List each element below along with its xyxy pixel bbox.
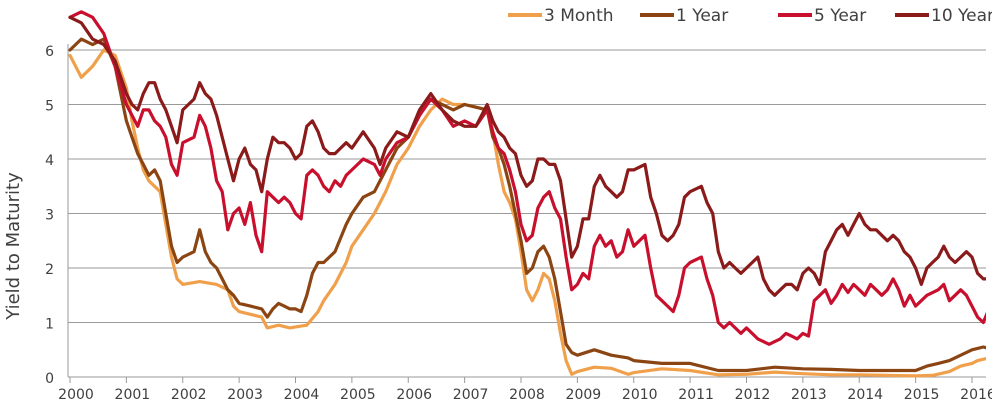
series-line-3-month xyxy=(68,48,986,378)
x-tick-label: 2015 xyxy=(904,387,940,403)
y-axis-title: Yield to Maturity xyxy=(3,172,24,321)
x-tick-label: 2003 xyxy=(227,387,263,403)
x-tick-label: 2010 xyxy=(622,387,658,403)
x-tick-label: 2006 xyxy=(396,387,432,403)
y-tick-label: 4 xyxy=(45,153,54,169)
y-tick-label: 0 xyxy=(45,371,54,387)
series-lines xyxy=(68,10,986,378)
legend-label: 1 Year xyxy=(676,6,728,26)
y-tick-label: 6 xyxy=(45,44,54,60)
legend: 3 Month 1 Year 5 Year 10 Year xyxy=(508,6,992,26)
x-tick-label: 2008 xyxy=(509,387,545,403)
x-tick-label: 2004 xyxy=(284,387,320,403)
series-line-10-year xyxy=(68,15,986,297)
x-tick-label: 2007 xyxy=(453,387,489,403)
gridlines xyxy=(68,49,986,378)
x-tick-label: 2000 xyxy=(58,387,94,403)
y-tick-label: 5 xyxy=(45,99,54,115)
x-tick-label: 2001 xyxy=(115,387,151,403)
series-line-1-year xyxy=(68,37,986,373)
legend-label: 10 Year xyxy=(931,6,992,26)
x-tick-label: 2005 xyxy=(340,387,376,403)
y-tick-label: 1 xyxy=(45,317,54,333)
legend-label: 5 Year xyxy=(814,6,866,26)
series-line-5-year xyxy=(68,10,986,346)
x-tick-label: 2009 xyxy=(566,387,602,403)
axes: 0 1 2 3 4 5 6 2000 2001 2002 2003 2004 2005 2006 2007 2… xyxy=(45,44,992,403)
x-tick-label: 2011 xyxy=(678,387,714,403)
y-tick-label: 2 xyxy=(45,262,54,278)
x-tick-label: 2013 xyxy=(791,387,827,403)
x-tick-label: 2016 xyxy=(960,387,992,403)
y-tick-label: 3 xyxy=(45,208,54,224)
x-tick-label: 2012 xyxy=(735,387,771,403)
x-tick-label: 2002 xyxy=(171,387,207,403)
legend-label: 3 Month xyxy=(544,6,614,26)
x-tick-label: 2014 xyxy=(847,387,883,403)
